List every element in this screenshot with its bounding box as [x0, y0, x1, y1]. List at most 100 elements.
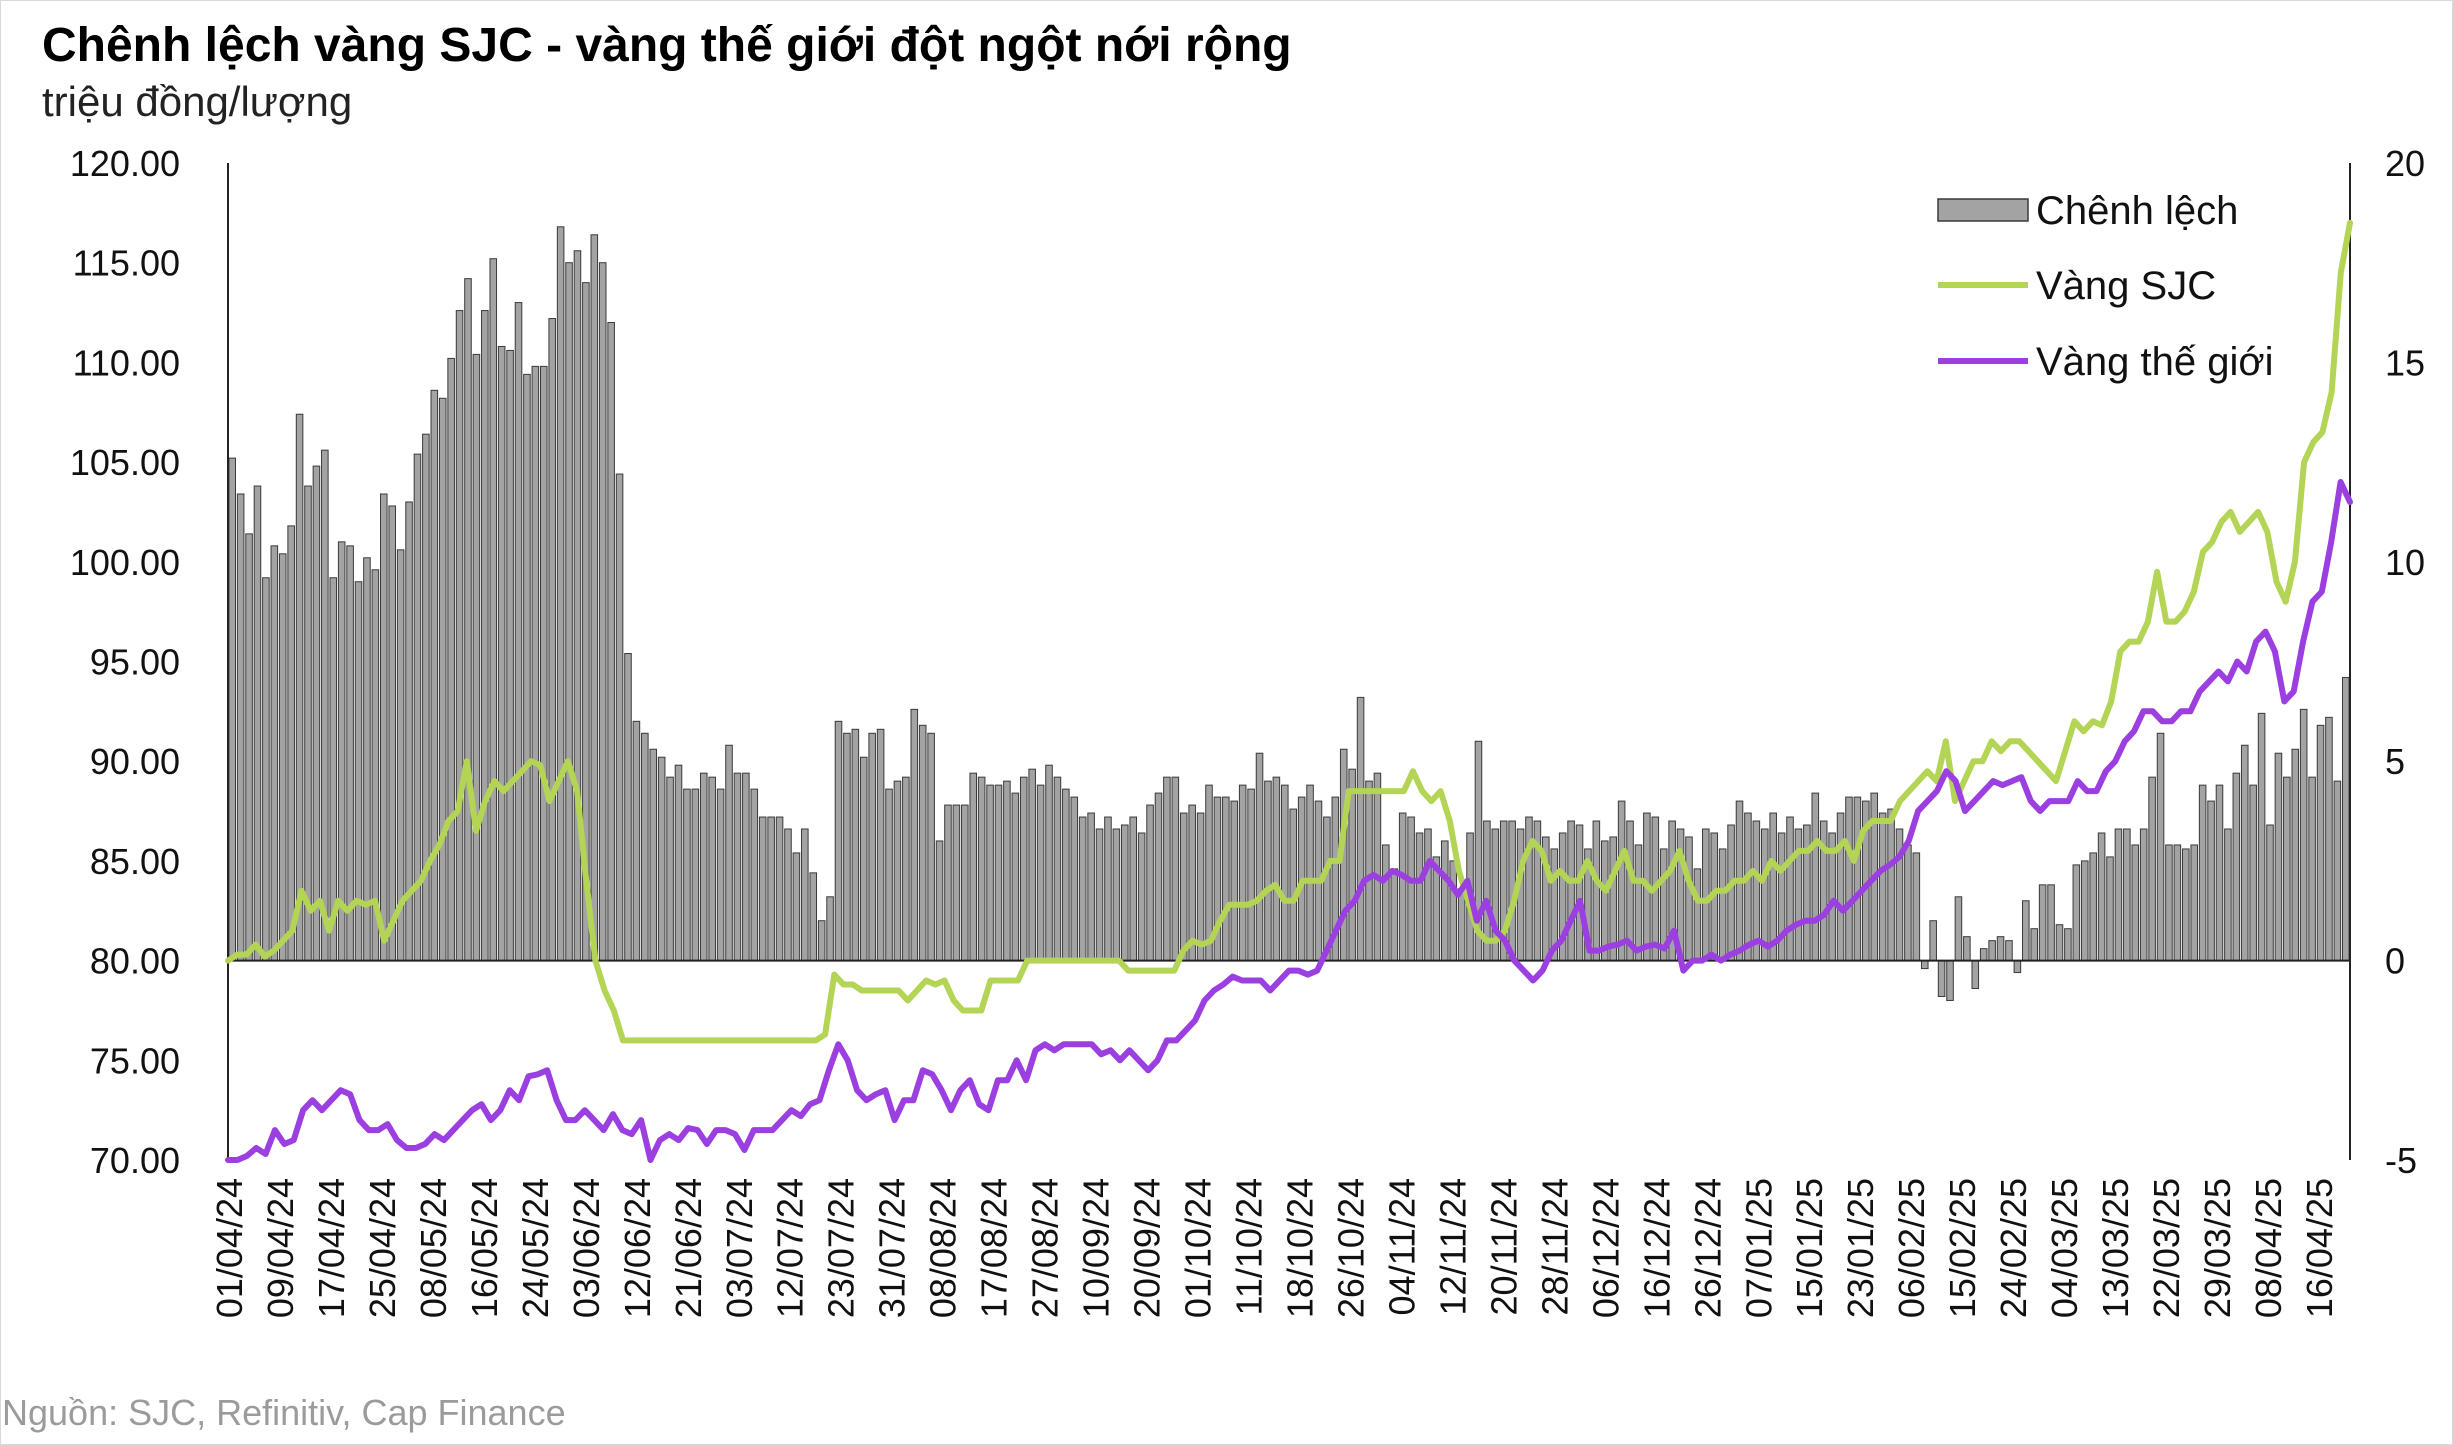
bar — [514, 302, 523, 962]
chart-subtitle: triệu đồng/lượng — [42, 78, 353, 125]
x-tick-label: 16/04/25 — [2299, 1178, 2340, 1318]
bar — [1171, 776, 1180, 962]
bar — [278, 553, 287, 962]
legend: Chênh lệch Vàng SJC Vàng thế giới — [1937, 189, 2274, 384]
bar — [902, 776, 910, 962]
bar — [683, 788, 691, 962]
bar — [1062, 788, 1070, 962]
bar — [1365, 780, 1373, 962]
y-left-tick-label: 80.00 — [90, 941, 180, 982]
bar — [2013, 960, 2022, 974]
bar — [1407, 816, 1415, 962]
bar — [1003, 780, 1011, 962]
x-tick-label: 08/08/24 — [923, 1178, 964, 1318]
x-tick-label: 26/10/24 — [1331, 1178, 1372, 1318]
bar — [1036, 784, 1045, 962]
bar — [657, 756, 666, 962]
bar — [1592, 820, 1601, 962]
bar — [295, 413, 304, 962]
bar — [1255, 752, 1264, 962]
bar — [624, 653, 632, 962]
bar — [649, 748, 658, 962]
y-right-tick-label: -5 — [2385, 1140, 2417, 1181]
bar — [438, 397, 447, 962]
bar — [304, 485, 312, 962]
x-tick-label: 15/02/25 — [1942, 1178, 1983, 1318]
bar — [969, 772, 978, 962]
x-tick-label: 24/02/25 — [1993, 1178, 2034, 1318]
bar — [2072, 864, 2081, 962]
x-tick-label: 23/07/24 — [821, 1178, 862, 1318]
x-tick-label: 04/03/25 — [2044, 1178, 2085, 1318]
x-tick-label: 12/07/24 — [770, 1178, 811, 1318]
bar — [876, 728, 885, 962]
line-series — [225, 219, 2353, 1163]
bar — [1238, 784, 1247, 962]
x-tick-label: 25/04/24 — [362, 1178, 403, 1318]
bar — [2182, 848, 2190, 962]
bar — [2038, 884, 2047, 962]
bar — [859, 756, 868, 962]
x-tick-label: 16/12/24 — [1636, 1178, 1677, 1318]
bar — [1121, 824, 1129, 962]
x-tick-label: 03/06/24 — [566, 1178, 607, 1318]
bar — [556, 226, 565, 962]
bar — [1011, 792, 1020, 962]
bar — [1196, 812, 1205, 962]
bar — [2283, 776, 2291, 962]
bar — [666, 776, 674, 962]
x-tick-label: 18/10/24 — [1280, 1178, 1321, 1318]
bar — [506, 349, 514, 962]
x-tick-label: 28/11/24 — [1534, 1178, 1575, 1315]
bar — [380, 493, 388, 962]
bar — [2342, 676, 2350, 962]
bar — [1028, 768, 1036, 962]
x-tick-label: 21/06/24 — [668, 1178, 709, 1318]
bar — [573, 250, 582, 962]
bar — [1179, 812, 1188, 962]
bar — [2325, 716, 2333, 962]
x-tick-label: 08/04/25 — [2248, 1178, 2289, 1318]
bar — [2055, 924, 2064, 962]
bar — [1222, 796, 1230, 962]
x-tick-label: 29/03/25 — [2197, 1178, 2238, 1318]
x-tick-label: 03/07/24 — [719, 1178, 760, 1318]
y-right-tick-label: 10 — [2385, 542, 2425, 583]
x-tick-label: 07/01/25 — [1738, 1178, 1779, 1318]
bar — [1019, 776, 1028, 962]
bar — [287, 525, 295, 962]
bar — [784, 828, 792, 962]
bar — [1146, 804, 1154, 962]
bar — [1996, 936, 2005, 962]
bar — [826, 896, 834, 962]
bar — [1685, 836, 1693, 962]
x-tick-label: 22/03/25 — [2146, 1178, 2187, 1318]
bar — [346, 545, 354, 962]
legend-swatch-bar — [1937, 198, 2029, 222]
bar — [2097, 832, 2106, 962]
bar — [1786, 816, 1794, 962]
bar — [843, 732, 851, 962]
bar — [236, 493, 245, 962]
bar — [2224, 828, 2232, 962]
bar — [1988, 940, 1996, 962]
bar — [262, 577, 270, 962]
bar — [1718, 848, 1727, 962]
bar — [801, 828, 809, 962]
bar — [758, 816, 767, 962]
bar — [994, 784, 1003, 962]
bar — [1095, 828, 1104, 962]
x-tick-label: 08/05/24 — [413, 1178, 454, 1318]
bar — [2165, 844, 2173, 962]
bar — [1390, 868, 1399, 962]
bar — [1289, 808, 1298, 962]
x-tick-label: 20/09/24 — [1127, 1178, 1168, 1318]
bar — [1600, 840, 1609, 962]
bar — [321, 449, 329, 962]
bar — [2080, 860, 2089, 962]
bar — [464, 278, 472, 962]
bar — [809, 872, 818, 962]
bar — [1634, 844, 1643, 962]
sjc-line — [225, 219, 2353, 1044]
bar — [1281, 784, 1289, 962]
